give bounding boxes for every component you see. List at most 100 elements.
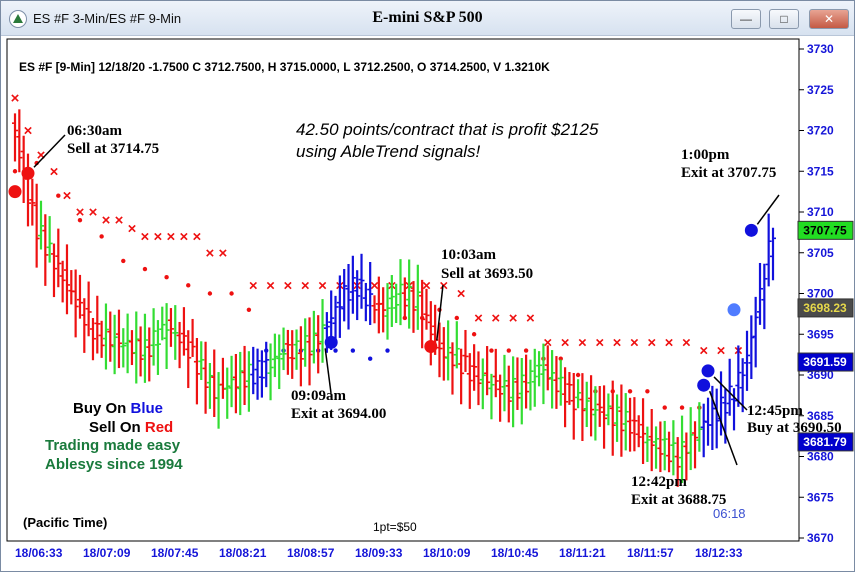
price-badge (797, 432, 854, 452)
signal-dot (701, 364, 715, 378)
stop-dot (679, 405, 685, 410)
sell-stop-x: × (50, 163, 59, 180)
price-badges: 3707.75 3698.23 3691.59 3681.79 (797, 220, 854, 452)
y-tick-label: 3695 (807, 327, 834, 341)
sell-stop-x: × (193, 228, 202, 245)
stop-dot (575, 372, 581, 378)
sell-stop-x: × (561, 334, 570, 351)
stop-dot (333, 348, 338, 353)
stop-dot (77, 217, 83, 223)
sell-stop-x: × (115, 212, 124, 229)
sell-stop-x: × (219, 245, 228, 262)
minimize-button[interactable]: — (731, 9, 761, 29)
annotation-4-action: Exit at 3688.75 (631, 492, 726, 508)
sell-stop-x: × (283, 277, 292, 294)
sell-stop-x: × (491, 310, 500, 327)
sell-stop-x: × (266, 277, 275, 294)
stop-dot (489, 348, 494, 353)
x-tick-label: 18/10:09 (423, 546, 471, 560)
stop-dot (99, 234, 104, 239)
price-badge-label: 3691.59 (803, 355, 847, 369)
legend-buy-word: Blue (131, 400, 164, 417)
symbol-info-line: ES #F [9-Min] 12/18/20 -1.7500 C 3712.75… (19, 60, 550, 74)
sell-stop-x: × (613, 334, 622, 351)
annotation-2-action: Exit at 3694.00 (291, 406, 386, 422)
sell-stop-x: × (665, 334, 674, 351)
window-title: ES #F 3-Min/ES #F 9-Min (33, 11, 182, 26)
sell-stop-x: × (439, 277, 448, 294)
stop-dot (350, 348, 356, 353)
stop-dot (56, 193, 61, 198)
y-tick-label: 3725 (807, 83, 834, 97)
signal-dot (424, 339, 438, 353)
signal-arrow (713, 376, 748, 411)
annotation-3-action: Sell at 3693.50 (441, 266, 533, 282)
price-badge (797, 220, 854, 240)
annotation-1-action: Sell at 3714.75 (67, 141, 159, 157)
stop-dot (164, 275, 169, 280)
sell-stop-x: × (699, 343, 708, 360)
stop-dot (662, 405, 667, 410)
x-tick-label: 18/11:57 (627, 546, 674, 560)
price-badge (797, 298, 854, 318)
signal-arrow (756, 194, 780, 225)
sell-stop-x: × (370, 277, 379, 294)
sell-stop-x: × (63, 188, 72, 205)
stop-dot (229, 291, 234, 296)
x-tick-label: 18/12:33 (695, 546, 743, 560)
headline-line2: using AbleTrend signals! (296, 142, 481, 161)
signal-arrow (436, 284, 444, 341)
y-tick-label: 3710 (807, 205, 834, 219)
legend-sell-word: Red (145, 419, 173, 436)
sell-stop-x: × (474, 310, 483, 327)
sell-stop-x: × (128, 220, 137, 237)
title-bar[interactable]: ES #F 3-Min/ES #F 9-Min E-mini S&P 500 —… (1, 1, 854, 36)
legend-sell-line: Sell On Red (89, 419, 173, 436)
signal-dot (21, 166, 35, 180)
annotation-1-time: 06:30am (67, 123, 122, 139)
stop-dot (523, 348, 529, 353)
price-badge (797, 352, 854, 372)
sell-stop-x: × (647, 334, 656, 351)
sell-stop-x: × (422, 277, 431, 294)
signal-dot (727, 303, 741, 317)
stop-dot (12, 169, 18, 174)
sell-stop-x: × (543, 334, 552, 351)
sell-stop-x: × (167, 228, 176, 245)
y-tick-label: 3680 (807, 450, 834, 464)
signal-arrow (708, 390, 738, 466)
stop-dot (506, 348, 511, 353)
x-tick-label: 18/07:09 (83, 546, 131, 560)
timezone-label: (Pacific Time) (23, 515, 107, 530)
x-tick-label: 18/08:21 (219, 546, 267, 560)
annotation-2-time: 09:09am (291, 388, 346, 404)
maximize-button[interactable]: □ (769, 9, 799, 29)
bar-timer: 06:18 (713, 506, 746, 521)
sell-stop-x: × (526, 310, 535, 327)
stop-dot (385, 348, 390, 353)
sell-stop-x: × (682, 334, 691, 351)
x-axis-ticks: 18/06:33 18/07:09 18/07:45 18/08:21 18/08:57… (15, 546, 743, 560)
x-tick-label: 18/07:45 (151, 546, 199, 560)
signal-markers (8, 134, 780, 466)
stop-dot (142, 266, 148, 272)
annotation-4-time: 12:42pm (631, 474, 687, 490)
close-button[interactable]: ✕ (809, 9, 849, 29)
sell-stop-x: × (457, 286, 466, 303)
y-tick-label: 3670 (807, 531, 834, 545)
price-badge-label: 3681.79 (803, 435, 847, 449)
sell-stop-x: × (102, 212, 111, 229)
price-badge-label: 3707.75 (803, 223, 847, 237)
sell-stop-x: × (249, 277, 258, 294)
y-axis-ticks: 3670367536803685369036953700370537103715… (799, 42, 834, 545)
sell-stop-x: × (154, 228, 163, 245)
stop-dot (471, 332, 477, 337)
price-badge-label: 3698.23 (803, 301, 847, 315)
sell-stop-x: × (206, 245, 215, 262)
sell-stop-x: × (578, 334, 587, 351)
y-tick-label: 3700 (807, 287, 834, 301)
signal-arrow (33, 134, 66, 168)
signal-dot (744, 223, 758, 237)
signal-dot (697, 378, 711, 392)
